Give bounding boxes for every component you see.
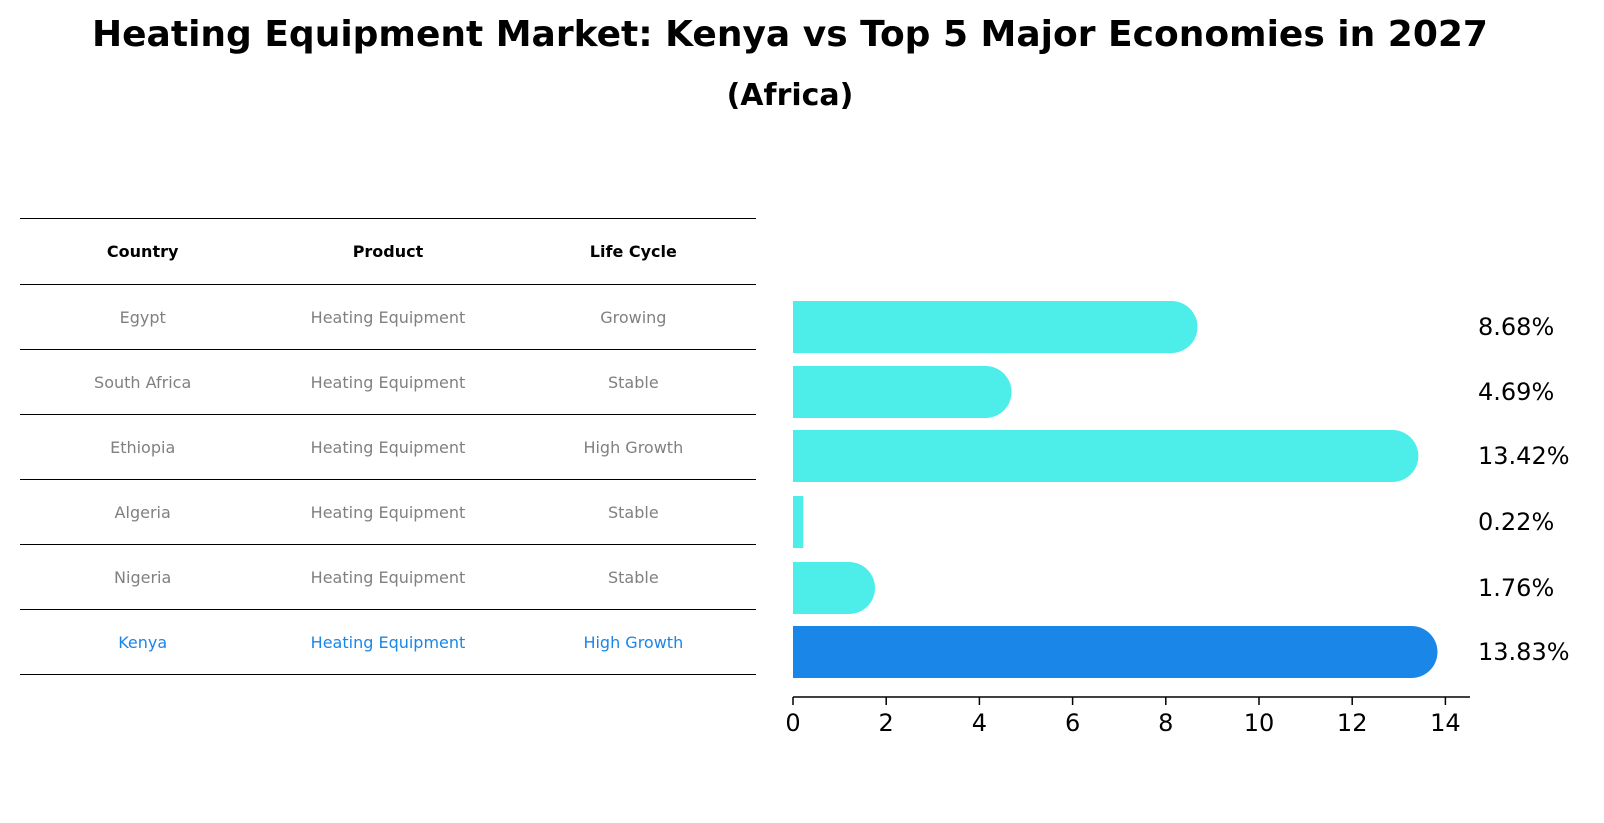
x-tick-label: 6 bbox=[1065, 709, 1080, 737]
bar-ethiopia bbox=[793, 430, 1419, 482]
chart-subtitle: (Africa) bbox=[726, 78, 854, 113]
cell-country: Nigeria bbox=[20, 544, 266, 610]
cell-country: Ethiopia bbox=[20, 414, 266, 480]
bar-egypt bbox=[793, 301, 1198, 353]
table-row: Ethiopia Heating Equipment High Growth bbox=[20, 414, 756, 480]
bar-nigeria bbox=[793, 562, 876, 614]
cell-life-cycle: High Growth bbox=[510, 609, 756, 675]
cell-life-cycle: High Growth bbox=[510, 414, 756, 480]
column-header-life-cycle: Life Cycle bbox=[510, 218, 756, 285]
table-row: South Africa Heating Equipment Stable bbox=[20, 349, 756, 415]
x-tick-label: 2 bbox=[879, 709, 894, 737]
value-label: 0.22% bbox=[1478, 508, 1554, 536]
cell-product: Heating Equipment bbox=[265, 544, 511, 610]
table-row: Algeria Heating Equipment Stable bbox=[20, 479, 756, 545]
x-tick-label: 14 bbox=[1430, 709, 1461, 737]
cell-product: Heating Equipment bbox=[265, 479, 511, 545]
cell-country: Egypt bbox=[20, 284, 266, 350]
cell-product: Heating Equipment bbox=[265, 414, 511, 480]
cell-product: Heating Equipment bbox=[265, 609, 511, 675]
bar-kenya bbox=[793, 626, 1438, 678]
cell-life-cycle: Stable bbox=[510, 479, 756, 545]
cell-life-cycle: Stable bbox=[510, 544, 756, 610]
cell-product: Heating Equipment bbox=[265, 284, 511, 350]
x-tick-label: 4 bbox=[972, 709, 987, 737]
cell-country: Kenya bbox=[20, 609, 266, 675]
table-row-highlighted: Kenya Heating Equipment High Growth bbox=[20, 609, 756, 675]
value-label: 13.83% bbox=[1478, 638, 1570, 666]
x-tick-label: 0 bbox=[785, 709, 800, 737]
x-tick-label: 10 bbox=[1244, 709, 1275, 737]
cell-country: South Africa bbox=[20, 349, 266, 415]
x-tick-label: 8 bbox=[1158, 709, 1173, 737]
table-row: Egypt Heating Equipment Growing bbox=[20, 284, 756, 350]
column-header-country: Country bbox=[20, 218, 266, 285]
bar-south-africa bbox=[793, 366, 1012, 418]
column-header-product: Product bbox=[265, 218, 511, 285]
value-label: 4.69% bbox=[1478, 378, 1554, 406]
x-tick-label: 12 bbox=[1337, 709, 1368, 737]
value-label: 8.68% bbox=[1478, 313, 1554, 341]
value-label: 1.76% bbox=[1478, 574, 1554, 602]
bar-algeria bbox=[793, 496, 804, 548]
cell-product: Heating Equipment bbox=[265, 349, 511, 415]
table-row: Nigeria Heating Equipment Stable bbox=[20, 544, 756, 610]
chart-title: Heating Equipment Market: Kenya vs Top 5… bbox=[92, 14, 1488, 55]
cell-country: Algeria bbox=[20, 479, 266, 545]
cell-life-cycle: Stable bbox=[510, 349, 756, 415]
cell-life-cycle: Growing bbox=[510, 284, 756, 350]
country-table: Country Product Life Cycle Egypt Heating… bbox=[20, 218, 756, 675]
table-header-row: Country Product Life Cycle bbox=[20, 218, 756, 285]
value-label: 13.42% bbox=[1478, 442, 1570, 470]
